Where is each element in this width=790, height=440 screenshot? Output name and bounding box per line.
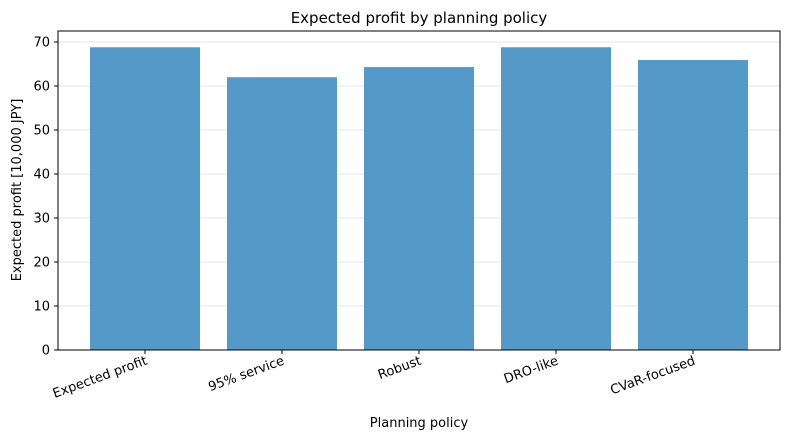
y-tick-label: 20	[33, 256, 50, 271]
y-tick-label: 0	[42, 344, 50, 359]
y-tick-label: 60	[33, 80, 50, 95]
y-tick-label: 50	[33, 124, 50, 139]
x-tick-label: DRO-like	[502, 354, 560, 387]
x-axis-label: Planning policy	[370, 416, 469, 431]
bar	[501, 47, 611, 350]
x-tick-label: CVaR-focused	[609, 354, 698, 399]
bar	[638, 60, 748, 350]
y-tick-label: 40	[33, 168, 50, 183]
bar	[364, 67, 474, 350]
x-tick-label: Expected profit	[51, 354, 149, 402]
bar	[227, 77, 337, 350]
y-tick-label: 70	[33, 36, 50, 51]
bar	[90, 47, 200, 350]
y-tick-label: 30	[33, 212, 50, 227]
y-tick-label: 10	[33, 300, 50, 315]
x-tick-label: Robust	[376, 354, 423, 383]
chart-title: Expected profit by planning policy	[291, 9, 548, 27]
x-tick-label: 95% service	[206, 354, 286, 395]
y-axis-ticks: 0 10 20 30 40 50 60 70	[33, 36, 58, 359]
bars	[90, 47, 748, 350]
x-axis-ticks: Expected profit 95% service Robust DRO-like…	[51, 350, 697, 402]
y-axis-label: Expected profit [10,000 JPY]	[10, 99, 25, 282]
